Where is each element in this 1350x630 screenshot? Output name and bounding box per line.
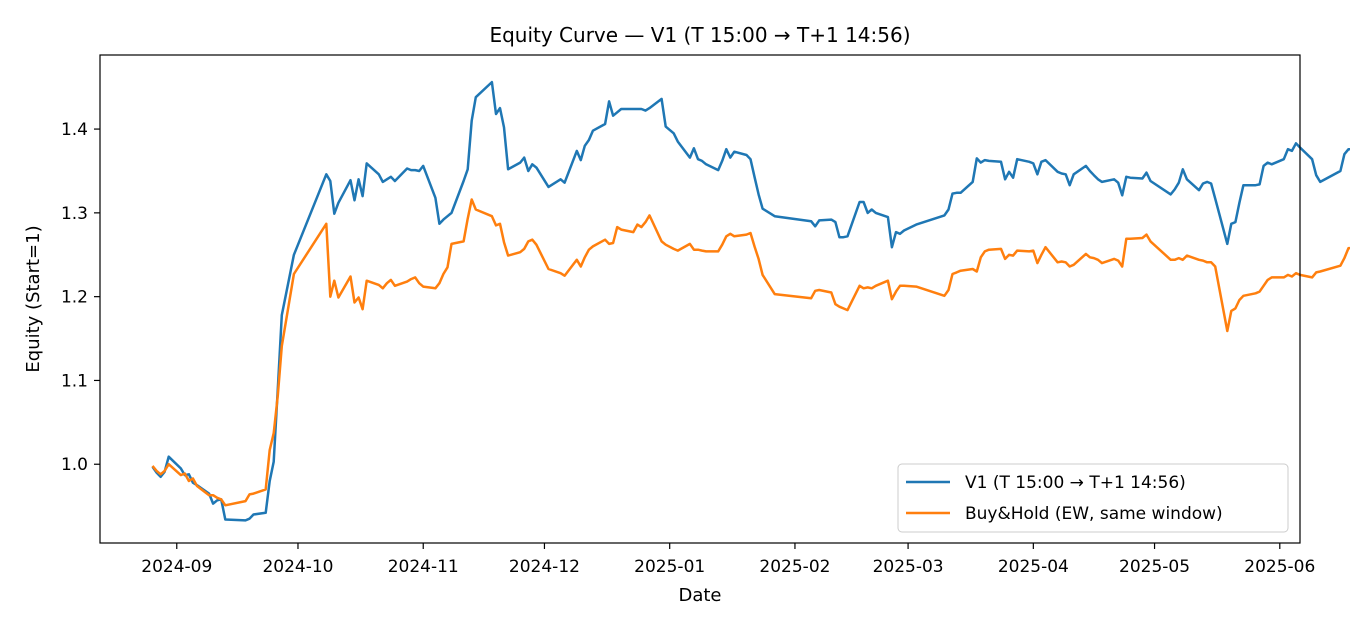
y-axis: 1.0 1.1 1.2 1.3 1.4 — [61, 120, 100, 475]
legend: V1 (T 15:00 → T+1 14:56) Buy&Hold (EW, s… — [897, 463, 1289, 533]
x-tick-label: 2025-04 — [998, 557, 1069, 577]
series-line-v1 — [151, 80, 1350, 522]
series-line-buy-and-hold — [151, 198, 1350, 507]
x-tick-label: 2025-02 — [759, 557, 830, 577]
y-tick-label: 1.3 — [61, 204, 88, 224]
legend-label-buy-and-hold: Buy&Hold (EW, same window) — [965, 504, 1223, 524]
x-tick-label: 2025-05 — [1119, 557, 1190, 577]
y-tick-label: 1.2 — [61, 288, 88, 308]
y-tick-label: 1.4 — [61, 120, 88, 140]
legend-box — [897, 463, 1289, 533]
plot-area — [151, 80, 1350, 522]
y-tick-label: 1.0 — [61, 455, 88, 475]
x-tick-label: 2025-01 — [634, 557, 705, 577]
plot-frame — [99, 54, 1301, 544]
legend-label-v1: V1 (T 15:00 → T+1 14:56) — [965, 473, 1186, 493]
y-axis-label: Equity (Start=1) — [23, 225, 44, 372]
y-tick-label: 1.1 — [61, 371, 88, 391]
x-tick-label: 2025-03 — [873, 557, 944, 577]
x-tick-label: 2025-06 — [1244, 557, 1315, 577]
x-axis: 2024-09 2024-10 2024-11 2024-12 2025-01 2025-… — [141, 543, 1315, 577]
chart-title: Equity Curve — V1 (T 15:00 → T+1 14:56) — [489, 23, 910, 47]
x-tick-label: 2024-11 — [388, 557, 459, 577]
x-tick-label: 2024-09 — [141, 557, 212, 577]
x-tick-label: 2024-12 — [509, 557, 580, 577]
x-axis-label: Date — [678, 585, 721, 606]
x-tick-label: 2024-10 — [262, 557, 333, 577]
